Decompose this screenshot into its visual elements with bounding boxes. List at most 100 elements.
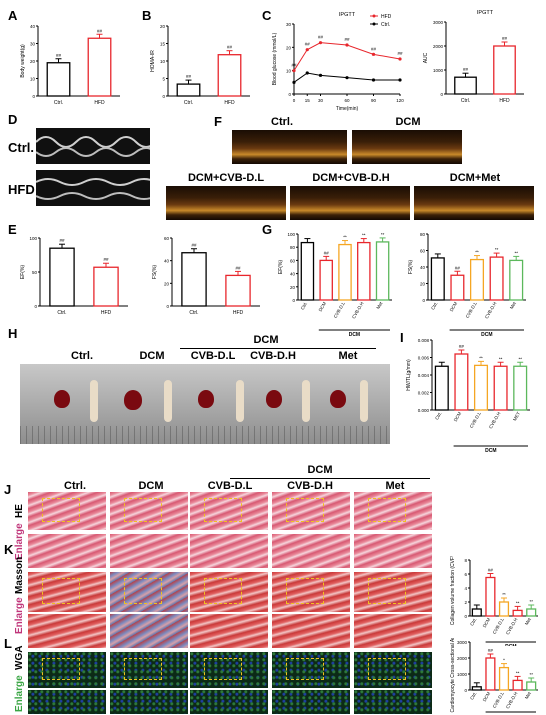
significance-mark: ## [227, 45, 233, 50]
y-tick-label: 30 [30, 42, 36, 47]
y-tick-label: 4 [464, 586, 467, 591]
data-point [305, 71, 309, 75]
y-axis-label: HOMA-IR [150, 50, 156, 72]
histology-wga-enlarge-ctrl [28, 690, 106, 714]
bar-cvb-d-h [493, 365, 508, 411]
group-label: DCM [481, 332, 492, 336]
zoom-region-box [286, 578, 324, 604]
x-tick-label: CVB-D.L [469, 411, 482, 429]
tibia-ctrl [90, 380, 98, 422]
row-label-wga: WGA [14, 645, 25, 670]
histology-he-met [354, 492, 432, 530]
group-label: DCM [485, 448, 496, 454]
x-tick-label: Ctrl. [469, 691, 477, 701]
x-tick-label: CVB-D.L [333, 301, 346, 319]
zoom-region-box [124, 498, 162, 522]
y-tick-label: 80 [420, 232, 426, 237]
bar-dcm [450, 274, 465, 301]
y-axis-label: AUC [423, 52, 429, 63]
y-tick-label: 40 [420, 265, 426, 270]
x-tick-label: CVB-D.L [492, 617, 505, 635]
y-tick-label: 40 [290, 272, 296, 277]
significance-mark: ## [305, 42, 311, 47]
tibia-cvb-h [302, 380, 310, 422]
histology-masson-enlarge-ctrl [28, 614, 106, 648]
data-point [292, 69, 296, 73]
x-tick-label: 15 [305, 98, 311, 103]
significance-mark: ** [479, 355, 483, 360]
x-tick-label: Ctrl. [434, 411, 442, 421]
y-tick-label: 0 [288, 92, 291, 97]
y-tick-label: 20 [164, 281, 170, 286]
panel-letter-i: I [400, 330, 404, 345]
y-tick-label: 1000 [433, 68, 444, 73]
x-tick-label: Ctrl. [57, 310, 66, 316]
x-tick-label: HFD [94, 100, 105, 106]
zoom-region-box [368, 578, 406, 604]
y-tick-label: 2000 [433, 44, 444, 49]
y-tick-label: 60 [164, 236, 170, 241]
x-tick-label: DCM [318, 301, 328, 313]
h-label-met: Met [338, 350, 358, 362]
echo-title-ctrl: Ctrl. [271, 116, 293, 128]
zoom-region-box [204, 498, 242, 522]
data-point [398, 57, 402, 61]
x-tick-label: 120 [396, 98, 404, 103]
bar-ctrl- [434, 365, 449, 411]
x-tick-label: Ctrl. [189, 310, 198, 316]
significance-mark: ## [103, 257, 109, 262]
y-axis-label: Blood glucose (mmol/L) [272, 32, 278, 85]
bar-cvb-d-h [357, 241, 371, 301]
chart-e-fs: 0 20 40 60 FS(%) ## Ctrl. ## HFD [152, 236, 260, 316]
chart-g-fs: 0 20 40 60 80 FS(%) Ctrl. ## DCM ** CVB-D.L ** CVB-D… [408, 232, 526, 336]
histology-masson-enlarge-dcm [110, 614, 188, 648]
zoom-region-box [204, 578, 242, 604]
panel-letter-h: H [8, 326, 18, 341]
histology-he-enlarge-cvb-h [272, 534, 350, 568]
histology-wga-enlarge-met [354, 690, 432, 714]
histology-masson-enlarge-cvb-h [272, 614, 350, 648]
zoom-region-box [124, 578, 162, 604]
significance-mark: ** [381, 232, 385, 237]
y-tick-label: 5 [162, 77, 165, 82]
y-tick-label: 0.008 [418, 338, 430, 343]
significance-mark: ## [397, 51, 403, 56]
heart-ctrl [54, 390, 70, 408]
echo-image-f-dcm [352, 130, 462, 164]
chart-k-collagen: 0 2 4 6 8 Collagen volume fraction (CVF%) Ctrl… [450, 556, 538, 646]
bar-ctrl- [454, 76, 477, 95]
tissue-photo [20, 364, 390, 444]
y-axis-label: EF(%) [278, 260, 284, 275]
histology-masson-ctrl [28, 572, 106, 612]
chart-a-body-weight: 0 10 20 30 40 Body weight(g) ## Ctrl. ## HFD [20, 24, 120, 106]
significance-mark: ## [463, 67, 469, 72]
significance-mark: ** [502, 592, 506, 597]
histology-wga-enlarge-dcm [110, 690, 188, 714]
echo-title-dcm-met: DCM+Met [449, 172, 501, 184]
histology-he-cvb-h [272, 492, 350, 530]
zoom-region-box [368, 498, 406, 522]
y-tick-label: 3000 [457, 640, 468, 645]
chart-title: IPGTT [477, 10, 494, 16]
bar-cvb-d-l [338, 243, 352, 301]
y-axis-label: FS(%) [152, 265, 158, 280]
tibia-met [360, 380, 368, 422]
significance-mark: ** [495, 247, 499, 252]
y-tick-label: 60 [290, 258, 296, 263]
significance-mark: ** [343, 235, 347, 240]
histology-he-enlarge-dcm [110, 534, 188, 568]
x-tick-label: DCM [453, 411, 463, 423]
y-tick-label: 1000 [457, 672, 468, 677]
y-tick-label: 0.002 [418, 391, 430, 396]
h-label-ctrl: Ctrl. [71, 350, 93, 362]
y-tick-label: 60 [420, 249, 426, 254]
row-label-he-enlarge: Enlarge [14, 523, 25, 560]
histology-he-dcm [110, 492, 188, 530]
h-label-cvb-l: CVB-D.L [190, 350, 236, 362]
chart-e-ef: 0 50 100 EF(%) ## Ctrl. ## HFD [20, 236, 128, 316]
zoom-region-box [368, 658, 406, 680]
echo-title-dcm-cvb-h: DCM+CVB-D.H [312, 172, 390, 184]
x-tick-label: Met [524, 616, 532, 626]
histology-he-ctrl [28, 492, 106, 530]
